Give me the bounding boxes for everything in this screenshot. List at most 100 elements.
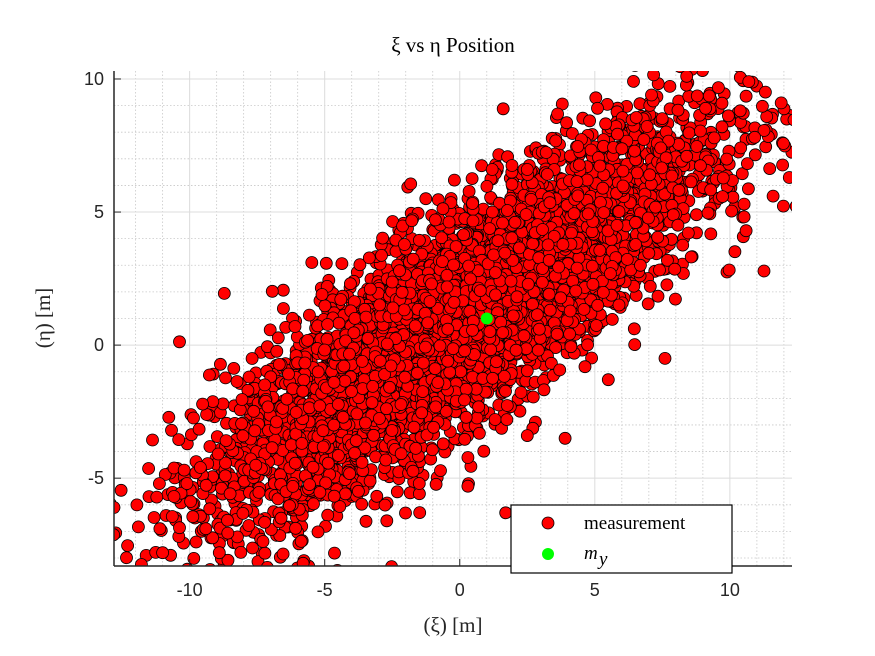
measurement-point xyxy=(722,109,735,123)
measurement-point xyxy=(539,146,553,159)
measurement-point xyxy=(641,297,655,311)
measurement-point xyxy=(777,137,790,150)
measurement-point xyxy=(333,500,347,513)
measurement-point xyxy=(184,495,198,508)
measurement-point xyxy=(696,71,709,77)
measurement-point xyxy=(338,487,352,501)
measurement-point xyxy=(757,124,771,137)
measurement-point xyxy=(412,233,426,247)
measurement-point xyxy=(715,120,729,134)
measurement-point xyxy=(150,490,164,504)
measurement-point xyxy=(335,257,349,271)
measurement-point xyxy=(712,81,725,94)
measurement-point xyxy=(722,263,736,277)
measurement-point xyxy=(245,352,259,365)
measurement-point xyxy=(147,511,161,524)
measurement-point xyxy=(234,546,248,559)
measurement-point xyxy=(741,157,754,171)
measurement-point xyxy=(261,561,274,566)
measurement-point xyxy=(585,351,598,365)
measurement-point xyxy=(589,91,603,105)
measurement-point xyxy=(202,368,216,382)
measurement-point xyxy=(131,520,145,534)
measurement-point xyxy=(192,422,206,436)
measurement-point xyxy=(321,508,335,522)
measurement-point xyxy=(563,327,576,341)
measurement-point xyxy=(496,102,510,116)
measurement-point xyxy=(219,371,232,385)
measurement-point xyxy=(359,514,373,528)
measurement-point xyxy=(276,302,290,315)
measurement-point xyxy=(581,338,594,352)
measurement-point xyxy=(404,177,418,191)
measurement-point xyxy=(742,182,755,196)
measurement-point xyxy=(196,397,210,411)
measurement-point xyxy=(217,286,231,300)
measurement-point xyxy=(158,468,172,481)
measurement-point xyxy=(583,114,596,128)
measurement-point xyxy=(690,208,703,222)
measurement-point xyxy=(263,323,277,337)
measurement-point xyxy=(227,361,241,375)
measurement-point xyxy=(256,535,270,548)
measurement-point xyxy=(337,359,351,373)
measurement-point xyxy=(270,344,284,358)
measurement-point xyxy=(537,383,551,397)
measurement-point xyxy=(152,477,166,491)
measurement-point xyxy=(294,535,308,548)
measurement-point xyxy=(189,535,203,549)
measurement-point xyxy=(483,222,497,236)
measurement-point xyxy=(549,341,562,355)
measurement-point xyxy=(435,231,449,245)
measurement-point xyxy=(637,133,651,147)
measurement-point xyxy=(653,263,666,277)
measurement-point xyxy=(651,289,665,303)
measurement-point xyxy=(165,423,178,437)
measurement-point xyxy=(187,552,201,565)
measurement-point xyxy=(458,432,472,446)
measurement-point xyxy=(413,506,427,519)
measurement-point xyxy=(660,278,674,292)
measurement-point xyxy=(757,264,771,278)
measurement-point xyxy=(465,172,479,186)
measurement-point xyxy=(114,483,128,497)
measurement-point xyxy=(725,204,738,218)
measurement-point xyxy=(704,227,718,241)
measurement-point xyxy=(203,440,217,453)
measurement-point xyxy=(488,413,502,426)
measurement-point xyxy=(276,283,290,297)
measurement-point xyxy=(399,506,412,520)
measurement-point xyxy=(578,360,592,374)
measurement-point xyxy=(114,528,120,542)
measurement-point xyxy=(271,331,285,345)
measurement-points xyxy=(114,71,792,566)
measurement-point xyxy=(436,437,450,451)
measurement-point xyxy=(551,107,564,121)
measurement-point xyxy=(419,192,433,206)
measurement-point xyxy=(162,410,176,424)
measurement-point xyxy=(319,256,333,270)
measurement-point xyxy=(787,113,792,126)
measurement-point xyxy=(362,251,376,265)
measurement-point xyxy=(777,199,790,213)
measurement-point xyxy=(763,162,777,176)
measurement-point xyxy=(258,515,272,529)
measurement-point xyxy=(566,127,579,140)
measurement-point xyxy=(737,197,751,211)
measurement-point xyxy=(663,80,677,93)
measurement-point xyxy=(477,444,491,458)
measurement-point xyxy=(305,256,319,269)
measurement-point xyxy=(475,159,489,173)
measurement-point xyxy=(715,96,729,110)
measurement-point xyxy=(734,141,748,155)
measurement-point xyxy=(165,510,179,523)
measurement-point xyxy=(540,167,554,181)
measurement-point xyxy=(146,433,159,447)
measurement-point xyxy=(514,386,528,399)
measurement-point xyxy=(564,340,578,354)
measurement-point xyxy=(545,356,558,370)
measurement-point xyxy=(748,148,762,162)
measurement-point xyxy=(429,477,443,491)
measurement-point xyxy=(302,308,316,322)
